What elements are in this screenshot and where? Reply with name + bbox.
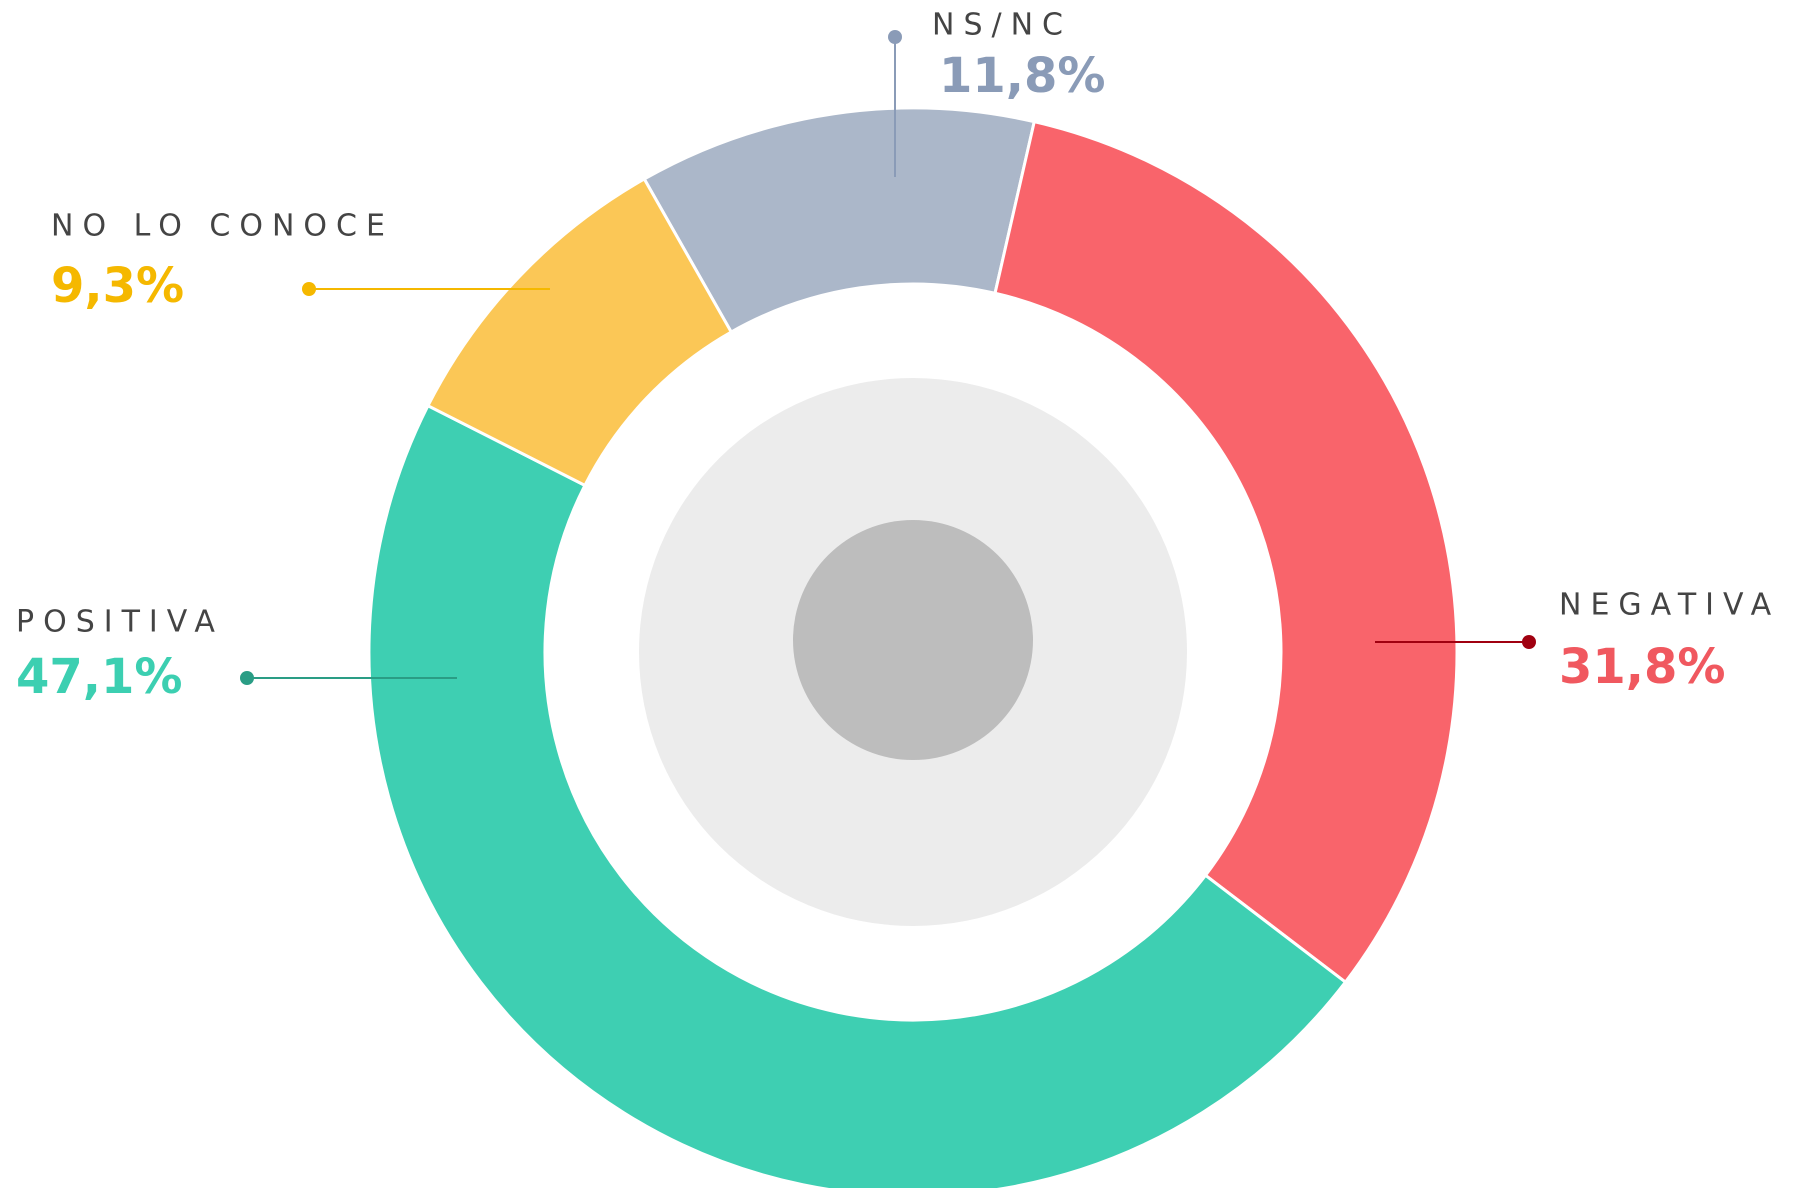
value-label: 11,8% — [939, 48, 1106, 104]
category-label: NO LO CONOCE — [51, 209, 394, 244]
leader-dot — [302, 282, 316, 296]
donut-segment — [367, 403, 1348, 1188]
category-label: POSITIVA — [16, 605, 224, 640]
leader-dot — [888, 30, 902, 44]
value-label: 9,3% — [51, 258, 184, 314]
value-label: 47,1% — [16, 649, 183, 705]
value-label: 31,8% — [1559, 639, 1726, 695]
donut-segment — [993, 119, 1459, 985]
donut-segment — [425, 176, 734, 488]
category-label: NS/NC — [932, 8, 1072, 43]
category-label: NEGATIVA — [1559, 588, 1780, 623]
photo-silhouette — [793, 520, 1033, 760]
leader-dot — [1522, 635, 1536, 649]
leader-dot — [240, 671, 254, 685]
